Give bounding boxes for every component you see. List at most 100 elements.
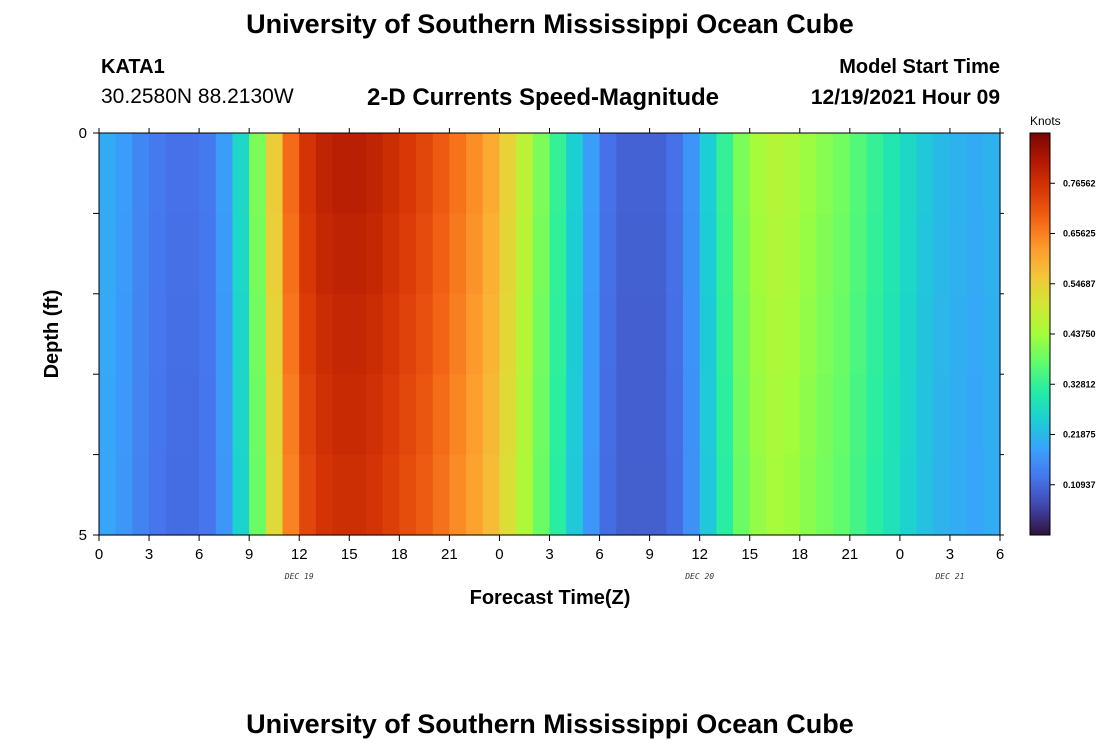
heatmap-cell: [666, 133, 684, 214]
heatmap-cell: [866, 374, 884, 456]
heatmap-cell: [899, 454, 918, 536]
y-axis-title: Depth (ft): [41, 290, 63, 379]
heatmap-cell: [265, 454, 284, 536]
heatmap-cell: [983, 454, 1001, 536]
heatmap-cell: [499, 454, 517, 536]
heatmap-cell: [482, 213, 501, 295]
heatmap-cell: [516, 374, 534, 456]
heatmap-cell: [632, 293, 651, 375]
colorbar-title: Knots: [1030, 114, 1061, 128]
x-tick-label: 9: [245, 546, 253, 563]
heatmap-cell: [749, 213, 768, 295]
heatmap-cell: [632, 133, 651, 214]
heatmap-cell: [165, 454, 184, 536]
heatmap-cell: [599, 133, 617, 214]
heatmap-cell: [883, 454, 901, 536]
heatmap-cell: [699, 133, 717, 214]
heatmap-cell: [132, 213, 150, 295]
heatmap-cell: [215, 374, 234, 456]
heatmap-cell: [966, 133, 984, 214]
heatmap-cell: [699, 454, 717, 536]
x-tick-label: 9: [645, 546, 653, 563]
heatmap-cell: [899, 374, 918, 456]
heatmap-cell: [616, 454, 634, 536]
heatmap-cell: [365, 133, 384, 214]
colorbar: Knots 0.76562 0.65625 0.54687 0.43750 0.3281…: [1029, 114, 1096, 536]
heatmap-cell: [916, 213, 934, 295]
heatmap-cell: [282, 454, 300, 536]
heatmap-cell: [582, 293, 601, 375]
heatmap-cell: [649, 213, 667, 295]
heatmap-cell: [783, 213, 801, 295]
heatmap-cell: [499, 374, 517, 456]
x-tick-label: 12: [691, 546, 708, 563]
heatmap-cells: [99, 133, 1001, 536]
heatmap-cell: [349, 293, 367, 375]
heatmap-cell: [232, 454, 250, 536]
heatmap-cell: [182, 213, 200, 295]
heatmap-cell: [566, 133, 584, 214]
heatmap-cell: [682, 454, 701, 536]
heatmap-cell: [866, 454, 884, 536]
heatmap-cell: [699, 374, 717, 456]
heatmap-cell: [632, 213, 651, 295]
heatmap-cell: [315, 293, 334, 375]
heatmap-cell: [949, 293, 968, 375]
heatmap-cell: [115, 133, 133, 214]
heatmap-cell: [649, 374, 667, 456]
heatmap-cell: [399, 374, 417, 456]
heatmap-cell: [716, 454, 734, 536]
heatmap-cell: [482, 293, 501, 375]
heatmap-cell: [399, 133, 417, 214]
heatmap-cell: [466, 454, 484, 536]
heatmap-cell: [783, 374, 801, 456]
heatmap-cell: [99, 454, 117, 536]
heatmap-cell: [365, 374, 384, 456]
heatmap-cell: [549, 213, 567, 295]
heatmap-cell: [382, 133, 400, 214]
heatmap-cell: [132, 374, 150, 456]
heatmap-cell: [199, 374, 217, 456]
y-tick-label: 0: [79, 125, 87, 142]
heatmap-cell: [983, 133, 1001, 214]
heatmap-cell: [115, 454, 133, 536]
heatmap-cell: [933, 133, 951, 214]
x-tick-label: 12: [291, 546, 308, 563]
heatmap-cell: [165, 213, 184, 295]
heatmap-cell: [165, 133, 184, 214]
heatmap-cell: [332, 374, 350, 456]
heatmap-cell: [249, 374, 267, 456]
heatmap-cell: [983, 213, 1001, 295]
heatmap-cell: [299, 213, 317, 295]
heatmap-cell: [532, 213, 551, 295]
heatmap-chart: 0 3 6 9 12 15 18 21 0 3 6 9 12 15 18 21 0 3 6 DEC 19 DEC 20 D…: [41, 114, 1096, 609]
heatmap-cell: [766, 133, 784, 214]
heatmap-cell: [899, 213, 918, 295]
heatmap-cell: [299, 374, 317, 456]
heatmap-cell: [616, 213, 634, 295]
heatmap-cell: [816, 213, 834, 295]
colorbar-label: 0.43750: [1063, 329, 1096, 339]
station-coordinates: 30.2580N 88.2130W: [101, 85, 294, 108]
heatmap-cell: [933, 374, 951, 456]
heatmap-cell: [749, 133, 768, 214]
heatmap-cell: [182, 293, 200, 375]
heatmap-cell: [866, 213, 884, 295]
heatmap-cell: [716, 293, 734, 375]
heatmap-cell: [649, 293, 667, 375]
heatmap-cell: [599, 213, 617, 295]
heatmap-cell: [249, 293, 267, 375]
colorbar-label: 0.54687: [1063, 279, 1096, 289]
heatmap-cell: [449, 293, 467, 375]
x-tick-label: 21: [841, 546, 858, 563]
heatmap-cell: [833, 213, 851, 295]
heatmap-cell: [632, 374, 651, 456]
heatmap-cell: [332, 454, 350, 536]
heatmap-cell: [265, 374, 284, 456]
heatmap-cell: [616, 374, 634, 456]
page-title: University of Southern Mississippi Ocean…: [246, 9, 854, 39]
heatmap-cell: [799, 133, 818, 214]
heatmap-cell: [799, 454, 818, 536]
heatmap-cell: [332, 213, 350, 295]
heatmap-cell: [833, 293, 851, 375]
